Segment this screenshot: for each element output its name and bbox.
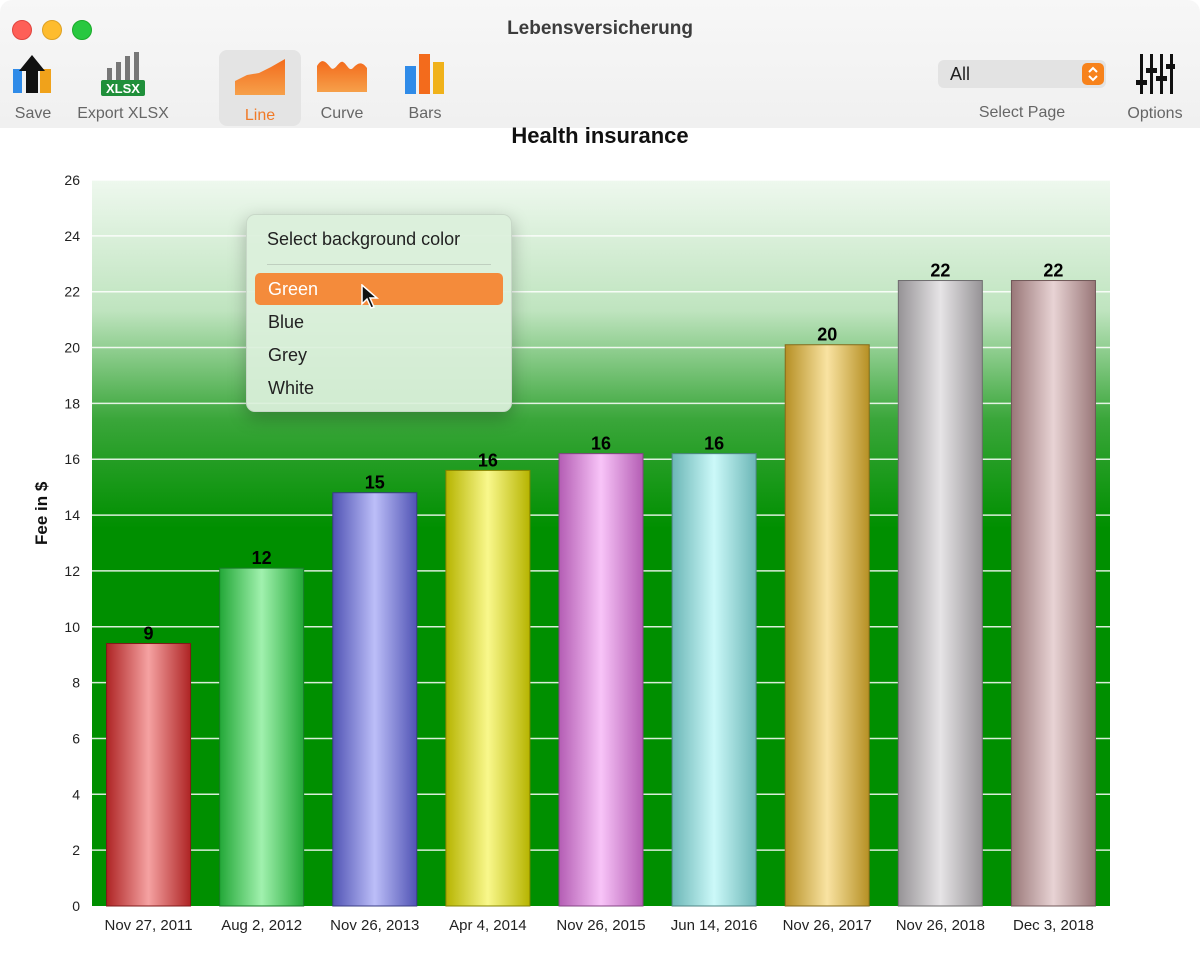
y-tick-label: 10 [64, 619, 80, 635]
x-tick-label: Nov 26, 2017 [783, 917, 872, 934]
y-tick-label: 6 [72, 730, 80, 746]
y-tick-label: 22 [64, 284, 80, 300]
y-tick-label: 26 [64, 172, 80, 188]
bar-chart-icon [399, 48, 451, 100]
menu-header: Select background color [267, 229, 461, 249]
x-tick-label: Apr 4, 2014 [449, 917, 527, 934]
x-tick-label: Nov 27, 2011 [104, 917, 192, 934]
curve-chart-icon [316, 48, 368, 100]
bar[interactable] [671, 453, 757, 907]
save-label: Save [14, 105, 52, 122]
y-tick-label: 2 [72, 842, 80, 858]
y-tick-label: 20 [64, 340, 80, 356]
bar-value-label: 22 [930, 261, 950, 281]
window-title: Lebensversicherung [507, 18, 693, 39]
y-tick-label: 12 [64, 563, 80, 579]
minimize-window-button[interactable] [42, 20, 62, 40]
bar-value-label: 20 [817, 325, 837, 345]
bar[interactable] [784, 344, 870, 907]
mouse-pointer-icon [361, 283, 380, 315]
x-tick-label: Nov 26, 2015 [556, 917, 645, 934]
tab-curve[interactable]: Curve [310, 48, 374, 124]
bar-value-label: 15 [365, 473, 385, 493]
line-label: Line [244, 107, 276, 124]
x-tick-label: Dec 3, 2018 [1013, 917, 1094, 934]
y-tick-label: 8 [72, 675, 80, 691]
close-window-button[interactable] [12, 20, 32, 40]
xlsx-icon-text: XLSX [106, 81, 140, 96]
x-tick-label: Jun 14, 2016 [671, 917, 758, 934]
bar-value-label: 16 [478, 450, 498, 470]
bar[interactable] [332, 492, 418, 907]
select-page-label: Select Page [978, 104, 1066, 121]
bar[interactable] [897, 280, 983, 907]
chart-title: Health insurance [511, 123, 689, 148]
menu-item-white[interactable]: White [255, 372, 503, 404]
menu-item-label: Green [268, 279, 319, 299]
select-page-value: All [950, 64, 971, 84]
options-button[interactable]: Options [1122, 48, 1188, 124]
save-icon [7, 48, 59, 100]
tab-line[interactable]: Line [219, 50, 301, 126]
xlsx-icon: XLSX [97, 48, 149, 100]
menu-item-blue[interactable]: Blue [255, 306, 503, 338]
save-button[interactable]: Save [7, 48, 59, 124]
x-tick-label: Nov 26, 2018 [896, 917, 985, 934]
background-color-menu: Select background color Green Blue Grey … [246, 214, 512, 412]
export-xlsx-button[interactable]: XLSX Export XLSX [72, 48, 174, 124]
y-tick-label: 4 [72, 786, 80, 802]
titlebar: Lebensversicherung Save XLSX [0, 0, 1200, 128]
x-tick-label: Nov 26, 2013 [330, 917, 419, 934]
y-tick-label: 0 [72, 898, 80, 914]
menu-item-label: White [268, 378, 315, 398]
y-tick-label: 14 [64, 507, 80, 523]
tab-bars[interactable]: Bars [395, 48, 455, 124]
curve-label: Curve [320, 105, 364, 122]
bar[interactable] [558, 453, 644, 907]
bars-label: Bars [408, 105, 442, 122]
select-page-popup[interactable]: All [938, 60, 1106, 88]
bar-value-label: 16 [704, 434, 724, 454]
menu-separator [267, 264, 491, 265]
zoom-window-button[interactable] [72, 20, 92, 40]
y-tick-label: 16 [64, 451, 80, 467]
options-label: Options [1127, 105, 1183, 122]
y-tick-label: 24 [64, 228, 80, 244]
bar[interactable] [1010, 280, 1096, 907]
export-xlsx-label: Export XLSX [77, 105, 169, 122]
bar[interactable] [106, 643, 192, 907]
sliders-icon [1129, 48, 1181, 100]
chevron-up-down-icon [1082, 63, 1104, 85]
menu-item-label: Grey [268, 345, 308, 365]
bar-value-label: 9 [144, 624, 154, 644]
y-tick-label: 18 [64, 395, 80, 411]
menu-item-label: Blue [268, 312, 305, 332]
x-tick-label: Aug 2, 2012 [221, 917, 302, 934]
bar-value-label: 22 [1043, 261, 1063, 281]
bar[interactable] [219, 567, 305, 907]
menu-item-grey[interactable]: Grey [255, 339, 503, 371]
line-chart-icon [234, 50, 286, 102]
menu-item-green[interactable]: Green [255, 273, 503, 305]
bar-value-label: 12 [252, 548, 272, 568]
bar[interactable] [445, 469, 531, 907]
bar-value-label: 16 [591, 434, 611, 454]
